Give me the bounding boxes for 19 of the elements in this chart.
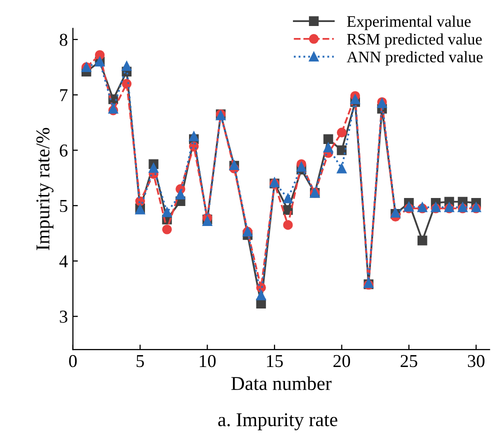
x-axis-title: Data number [231,376,332,390]
text: a. Impurity rate [218,413,338,430]
x-tick-label: 10 [200,354,216,368]
x-tick-label: 25 [400,355,418,368]
x-tick-label: 15 [267,355,283,368]
y-tick-label: 6 [60,144,68,157]
y-tick-label: 3 [60,310,68,323]
y-tick-label: 8 [60,34,68,46]
x-tick-label: 30 [468,354,484,368]
x-tick-label: 5 [136,355,144,368]
y-tick-label: 4 [59,255,68,268]
y-tick-label: 7 [60,89,68,102]
legend-label: ANN predicted value [346,51,483,66]
y-tick-label: 5 [60,200,68,212]
y-axis-title: Impurity rate/% [36,128,54,250]
x-tick-label: 0 [69,354,77,368]
legend-label: Experimental value [347,16,471,30]
x-tick-label: 20 [333,354,350,368]
legend-label: RSM predicted value [347,33,482,48]
